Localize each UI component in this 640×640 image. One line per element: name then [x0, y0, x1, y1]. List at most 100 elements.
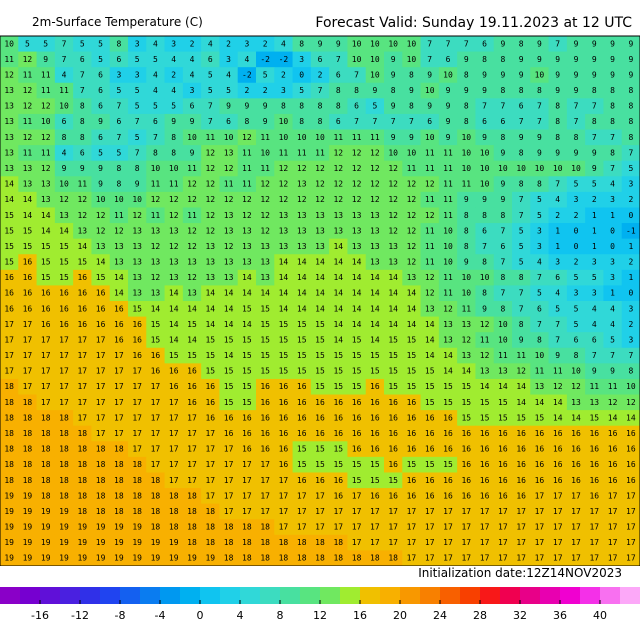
temperature-cell: [493, 316, 513, 333]
temperature-value: 14: [443, 351, 453, 360]
temperature-cell: [146, 425, 166, 442]
temperature-value: 13: [571, 398, 581, 407]
temperature-cell: [420, 347, 440, 364]
temperature-value: 18: [242, 523, 252, 532]
temperature-cell: [18, 534, 38, 551]
temperature-cell: [73, 36, 92, 53]
temperature-value: 4: [62, 70, 67, 79]
colorbar-label: -12: [71, 609, 89, 622]
temperature-cell: [329, 98, 348, 115]
temperature-cell: [91, 207, 111, 224]
temperature-cell: [146, 36, 166, 53]
forecast-valid: Forecast Valid: Sunday 19.11.2023 at 12 …: [315, 15, 632, 31]
temperature-value: 16: [151, 351, 161, 360]
temperature-cell: [566, 129, 586, 146]
temperature-value: 5: [592, 273, 597, 282]
temperature-value: 16: [498, 491, 508, 500]
temperature-cell: [146, 67, 166, 84]
temperature-value: 17: [425, 523, 435, 532]
temperature-cell: [329, 238, 348, 255]
temperature-value: 9: [482, 304, 487, 313]
temperature-value: 17: [626, 554, 636, 563]
temperature-value: 10: [461, 133, 471, 142]
temperature-cell: [91, 82, 111, 99]
temperature-cell: [36, 550, 56, 567]
temperature-cell: [91, 472, 111, 489]
temperature-value: 6: [354, 102, 359, 111]
temperature-cell: [420, 98, 440, 115]
temperature-value: 17: [242, 491, 252, 500]
temperature-cell: [310, 378, 330, 396]
temperature-cell: [512, 145, 531, 162]
temperature-cell: [530, 363, 550, 380]
temperature-cell: [256, 456, 275, 473]
temperature-value: 10: [425, 86, 435, 95]
temperature-cell: [420, 82, 440, 99]
temperature-cell: [457, 82, 476, 99]
temperature-value: 9: [500, 148, 505, 157]
temperature-value: 17: [498, 554, 508, 563]
temperature-cell: [420, 378, 440, 396]
temperature-value: 10: [571, 164, 581, 173]
temperature-cell: [237, 472, 257, 489]
temperature-cell: [237, 113, 257, 131]
temperature-cell: [237, 347, 257, 364]
temperature-cell: [73, 207, 92, 224]
temperature-cell: [603, 67, 623, 84]
temperature-cell: [621, 254, 640, 271]
temperature-cell: [237, 160, 257, 177]
temperature-value: 15: [279, 320, 289, 329]
temperature-cell: [475, 36, 495, 53]
temperature-value: 13: [407, 273, 417, 282]
temperature-cell: [219, 254, 239, 271]
temperature-value: 15: [242, 304, 252, 313]
temperature-cell: [402, 269, 422, 286]
temperature-cell: [347, 98, 367, 115]
temperature-value: 9: [574, 39, 579, 48]
temperature-value: 7: [574, 117, 579, 126]
temperature-cell: [36, 456, 56, 473]
temperature-cell: [420, 410, 440, 427]
temperature-value: 9: [628, 70, 633, 79]
temperature-cell: [201, 488, 220, 505]
temperature-value: 13: [352, 226, 362, 235]
temperature-cell: [585, 488, 604, 505]
temperature-value: 18: [224, 523, 234, 532]
temperature-cell: [54, 472, 74, 489]
temperature-cell: [566, 82, 586, 99]
temperature-value: 8: [409, 102, 414, 111]
temperature-cell: [347, 456, 367, 473]
temperature-cell: [603, 425, 623, 442]
temperature-value: 8: [482, 258, 487, 267]
temperature-value: 5: [135, 86, 140, 95]
temperature-value: 15: [388, 351, 398, 360]
temperature-cell: [310, 223, 330, 240]
temperature-value: 6: [482, 39, 487, 48]
temperature-cell: [621, 238, 640, 255]
temperature-value: 12: [242, 195, 252, 204]
temperature-value: 17: [41, 351, 51, 360]
temperature-cell: [18, 410, 38, 427]
temperature-cell: [384, 550, 403, 567]
temperature-cell: [201, 223, 220, 240]
temperature-value: 14: [297, 304, 307, 313]
temperature-value: 7: [208, 102, 213, 111]
temperature-cell: [237, 223, 257, 240]
temperature-cell: [54, 363, 74, 380]
temperature-cell: [73, 378, 92, 396]
temperature-value: 18: [77, 445, 87, 454]
temperature-cell: [256, 82, 275, 99]
temperature-cell: [512, 191, 531, 208]
temperature-cell: [329, 410, 348, 427]
temperature-value: 17: [553, 507, 563, 516]
temperature-cell: [256, 488, 275, 505]
temperature-value: 14: [626, 413, 636, 422]
temperature-cell: [201, 410, 220, 427]
temperature-value: 2: [263, 39, 268, 48]
temperature-cell: [201, 191, 220, 208]
temperature-value: 11: [114, 211, 124, 220]
temperature-cell: [146, 550, 166, 567]
temperature-value: 17: [535, 523, 545, 532]
temperature-cell: [219, 503, 239, 520]
temperature-cell: [274, 425, 294, 442]
